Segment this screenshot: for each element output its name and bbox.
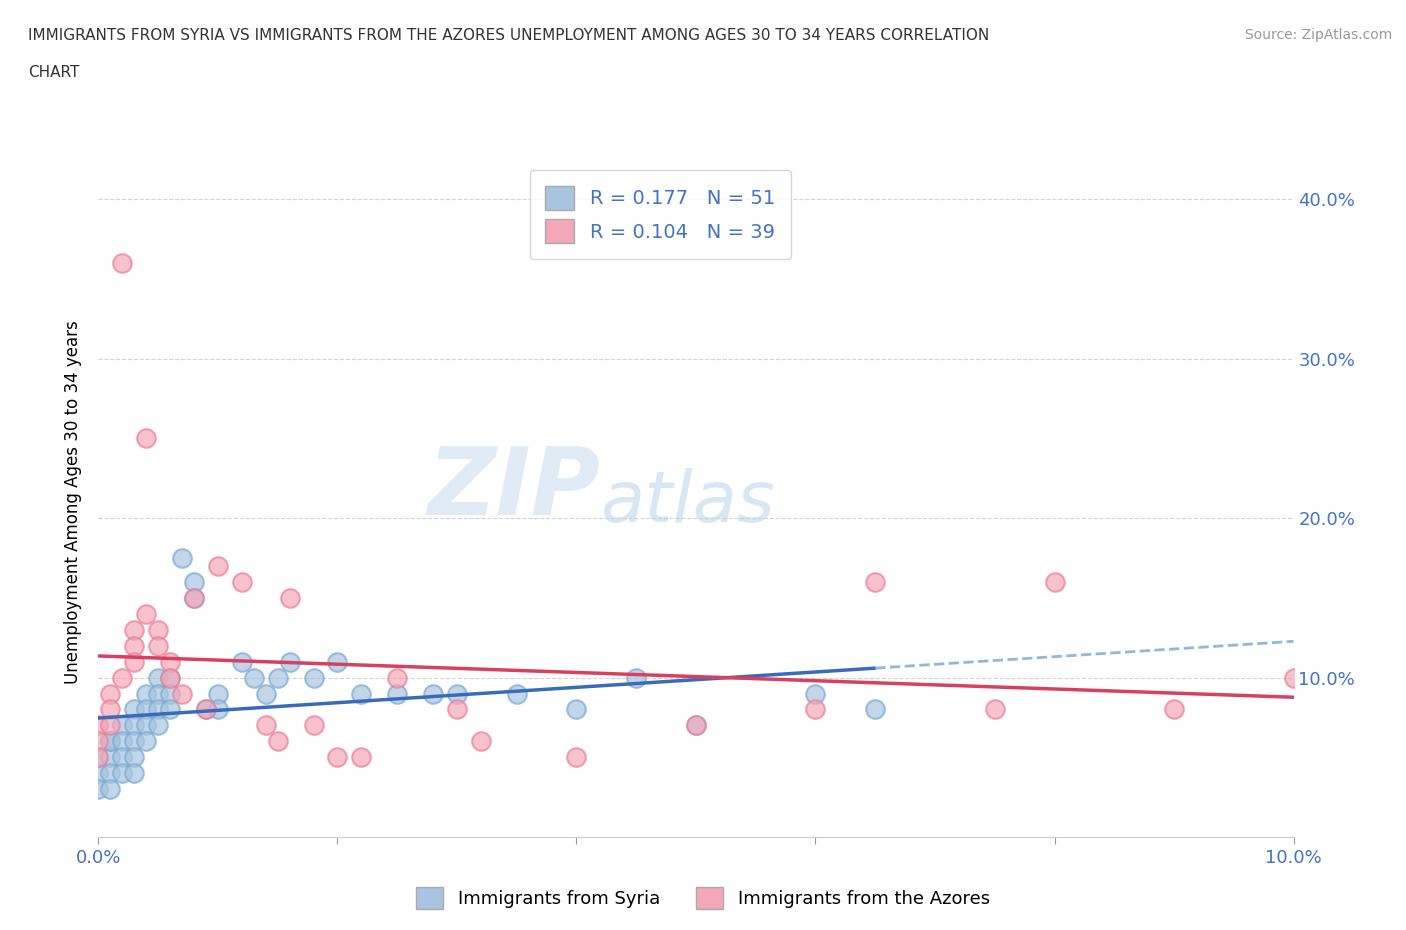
Point [470,734,492,749]
Point [100,702,122,717]
Point [100,718,122,733]
Point [148,671,170,685]
Point [195,702,218,717]
Point [172,686,194,701]
Point [267,671,290,685]
Point [865,702,887,717]
Point [87,718,110,733]
Point [124,654,146,669]
Point [148,622,170,637]
Point [446,702,468,717]
Y-axis label: Unemployment Among Ages 30 to 34 years: Unemployment Among Ages 30 to 34 years [65,320,83,684]
Point [87,782,110,797]
Point [100,734,122,749]
Point [135,606,157,621]
Point [148,702,170,717]
Point [148,686,170,701]
Point [135,702,157,717]
Point [302,718,325,733]
Point [1282,671,1305,685]
Point [111,718,134,733]
Point [135,734,157,749]
Point [195,702,218,717]
Point [124,718,146,733]
Point [243,671,266,685]
Point [111,256,134,271]
Point [172,551,194,565]
Point [207,559,229,574]
Point [135,431,157,445]
Point [124,734,146,749]
Point [183,591,205,605]
Point [278,591,301,605]
Point [100,750,122,764]
Point [159,686,181,701]
Point [506,686,529,701]
Point [1043,575,1066,590]
Point [804,686,827,701]
Legend: Immigrants from Syria, Immigrants from the Azores: Immigrants from Syria, Immigrants from t… [409,880,997,916]
Text: atlas: atlas [600,468,775,537]
Point [231,575,253,590]
Point [111,671,134,685]
Text: Source: ZipAtlas.com: Source: ZipAtlas.com [1244,28,1392,42]
Point [302,671,325,685]
Point [100,782,122,797]
Point [350,686,373,701]
Point [984,702,1007,717]
Point [446,686,468,701]
Point [254,718,277,733]
Point [267,734,290,749]
Point [278,654,301,669]
Point [385,686,409,701]
Text: CHART: CHART [28,65,80,80]
Point [183,591,205,605]
Point [865,575,887,590]
Point [385,671,409,685]
Point [135,718,157,733]
Point [124,622,146,637]
Point [159,671,181,685]
Point [100,686,122,701]
Point [100,765,122,780]
Point [1163,702,1185,717]
Point [100,734,122,749]
Point [183,575,205,590]
Point [87,750,110,764]
Point [87,765,110,780]
Point [422,686,444,701]
Point [111,734,134,749]
Point [159,702,181,717]
Point [87,734,110,749]
Point [565,702,588,717]
Point [685,718,707,733]
Point [148,638,170,653]
Point [350,750,373,764]
Point [111,750,134,764]
Point [87,750,110,764]
Point [326,750,349,764]
Point [159,654,181,669]
Point [207,686,229,701]
Legend: R = 0.177   N = 51, R = 0.104   N = 39: R = 0.177 N = 51, R = 0.104 N = 39 [530,170,790,259]
Point [111,765,134,780]
Point [685,718,707,733]
Point [124,702,146,717]
Point [148,718,170,733]
Text: IMMIGRANTS FROM SYRIA VS IMMIGRANTS FROM THE AZORES UNEMPLOYMENT AMONG AGES 30 T: IMMIGRANTS FROM SYRIA VS IMMIGRANTS FROM… [28,28,990,43]
Point [326,654,349,669]
Point [207,702,229,717]
Point [124,750,146,764]
Point [626,671,648,685]
Point [124,638,146,653]
Text: ZIP: ZIP [427,443,600,535]
Point [565,750,588,764]
Point [159,671,181,685]
Point [124,765,146,780]
Point [231,654,253,669]
Point [135,686,157,701]
Point [804,702,827,717]
Point [254,686,277,701]
